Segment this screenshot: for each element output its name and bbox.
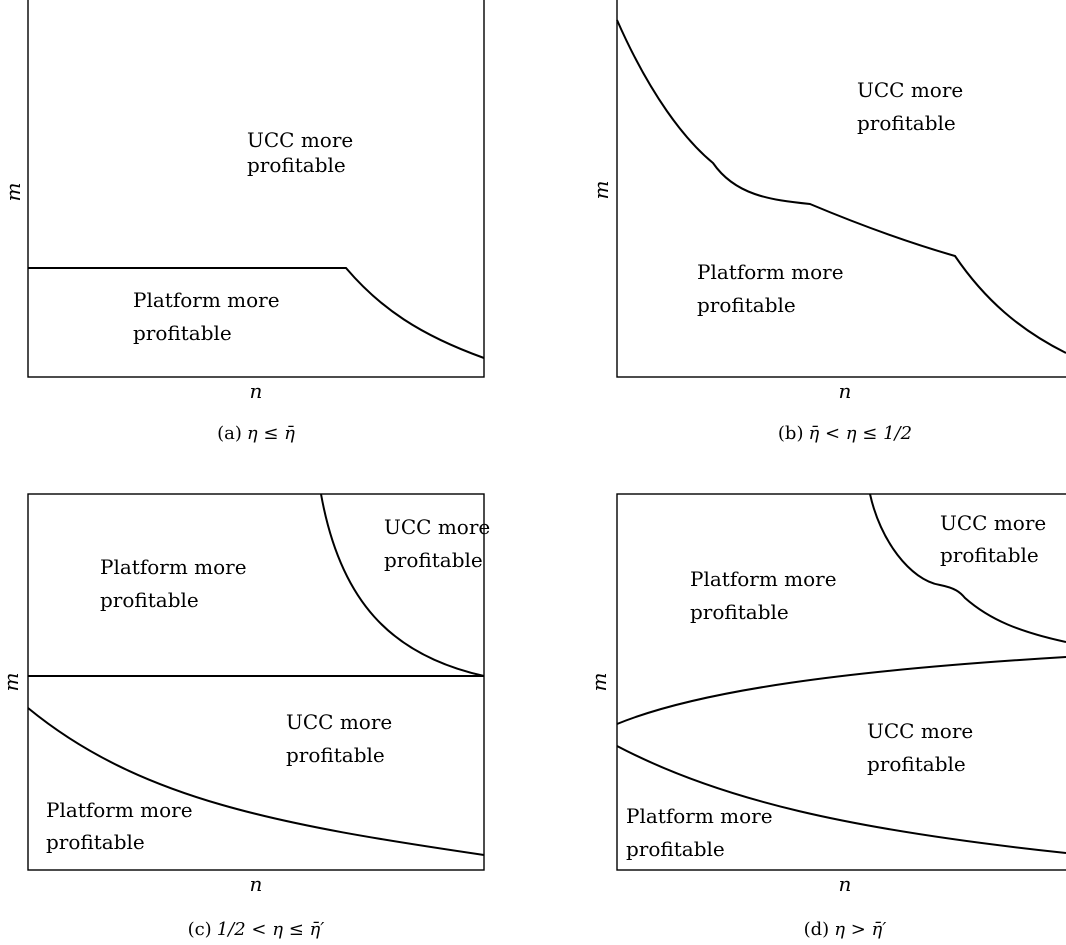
panel-d-caption-prefix: (d) — [804, 919, 830, 940]
panel-c-ucc-middle-line1: UCC more — [286, 710, 392, 734]
panel-b-platform-label-line2: profitable — [697, 293, 796, 317]
panel-b: UCC more profitable Platform more profit… — [589, 0, 1066, 444]
panel-b-platform-label-line1: Platform more — [697, 260, 844, 284]
panel-c-platform-top-line1: Platform more — [100, 555, 247, 579]
panel-d-ucc-top-line2: profitable — [940, 543, 1039, 567]
panel-c-platform-top-line2: profitable — [100, 588, 199, 612]
panel-c-ucc-top-line1: UCC more — [384, 515, 490, 539]
panel-b-caption-condition: η̄ < η ≤ 1/2 — [808, 423, 912, 444]
panel-b-frame — [616, 0, 1066, 378]
panel-a-caption-condition: η ≤ η̄ — [247, 423, 295, 444]
panel-a-caption: (a) η ≤ η̄ — [217, 423, 295, 444]
panel-a-boundary-curve — [28, 267, 485, 359]
panel-d-middle-curve — [616, 656, 1066, 725]
panel-c-platform-bottom-line2: profitable — [46, 830, 145, 854]
panel-d-x-axis-label: n — [839, 872, 852, 896]
panel-d-ucc-middle-line2: profitable — [867, 752, 966, 776]
panel-a-caption-prefix: (a) — [217, 423, 242, 444]
panel-c-platform-bottom-line1: Platform more — [46, 798, 193, 822]
panel-c-lower-curve — [27, 707, 485, 856]
panel-b-caption-prefix: (b) — [778, 423, 804, 444]
panel-d-caption: (d) η > η̄′ — [804, 919, 887, 940]
panel-c-upper-curve — [320, 493, 485, 677]
panel-c-ucc-top-line2: profitable — [384, 548, 483, 572]
panel-b-ucc-label-line1: UCC more — [857, 78, 963, 102]
panel-d-y-axis-label: m — [587, 673, 611, 692]
panel-d-lower-curve — [616, 745, 1066, 854]
panel-a-frame — [27, 0, 485, 378]
panel-d-caption-condition: η > η̄′ — [834, 919, 886, 940]
panel-d-upper-curve — [869, 493, 1066, 643]
panel-a: UCC more profitable Platform more profit… — [1, 0, 485, 444]
panel-c-ucc-middle-line2: profitable — [286, 743, 385, 767]
panel-a-ucc-label-line1: UCC more — [247, 128, 353, 152]
panel-b-caption: (b) η̄ < η ≤ 1/2 — [778, 423, 912, 444]
panel-c-frame — [27, 493, 485, 871]
panel-b-ucc-label-line2: profitable — [857, 111, 956, 135]
panel-c-x-axis-label: n — [250, 872, 263, 896]
panel-a-ucc-label-line2: profitable — [247, 153, 346, 177]
panel-a-y-axis-label: m — [1, 183, 25, 202]
panel-b-x-axis-label: n — [839, 379, 852, 403]
panel-d: UCC more profitable Platform more profit… — [587, 493, 1066, 940]
panel-b-y-axis-label: m — [589, 181, 613, 200]
panel-d-platform-bottom-line2: profitable — [626, 837, 725, 861]
panel-a-x-axis-label: n — [250, 379, 263, 403]
panel-c-caption-prefix: (c) — [188, 919, 212, 940]
panel-a-platform-label-line2: profitable — [133, 321, 232, 345]
panel-c-y-axis-label: m — [0, 673, 23, 692]
panel-d-platform-bottom-line1: Platform more — [626, 804, 773, 828]
panel-c-caption: (c) 1/2 < η ≤ η̄′ — [188, 919, 325, 940]
panel-a-platform-label-line1: Platform more — [133, 288, 280, 312]
panel-d-frame — [616, 493, 1066, 871]
panel-d-platform-top-line2: profitable — [690, 600, 789, 624]
panel-c: UCC more profitable Platform more profit… — [0, 493, 490, 940]
panel-c-caption-condition: 1/2 < η ≤ η̄′ — [217, 919, 325, 940]
panel-d-platform-top-line1: Platform more — [690, 567, 837, 591]
panel-b-boundary-curve — [616, 19, 1066, 354]
panel-d-ucc-top-line1: UCC more — [940, 511, 1046, 535]
panel-d-ucc-middle-line1: UCC more — [867, 719, 973, 743]
